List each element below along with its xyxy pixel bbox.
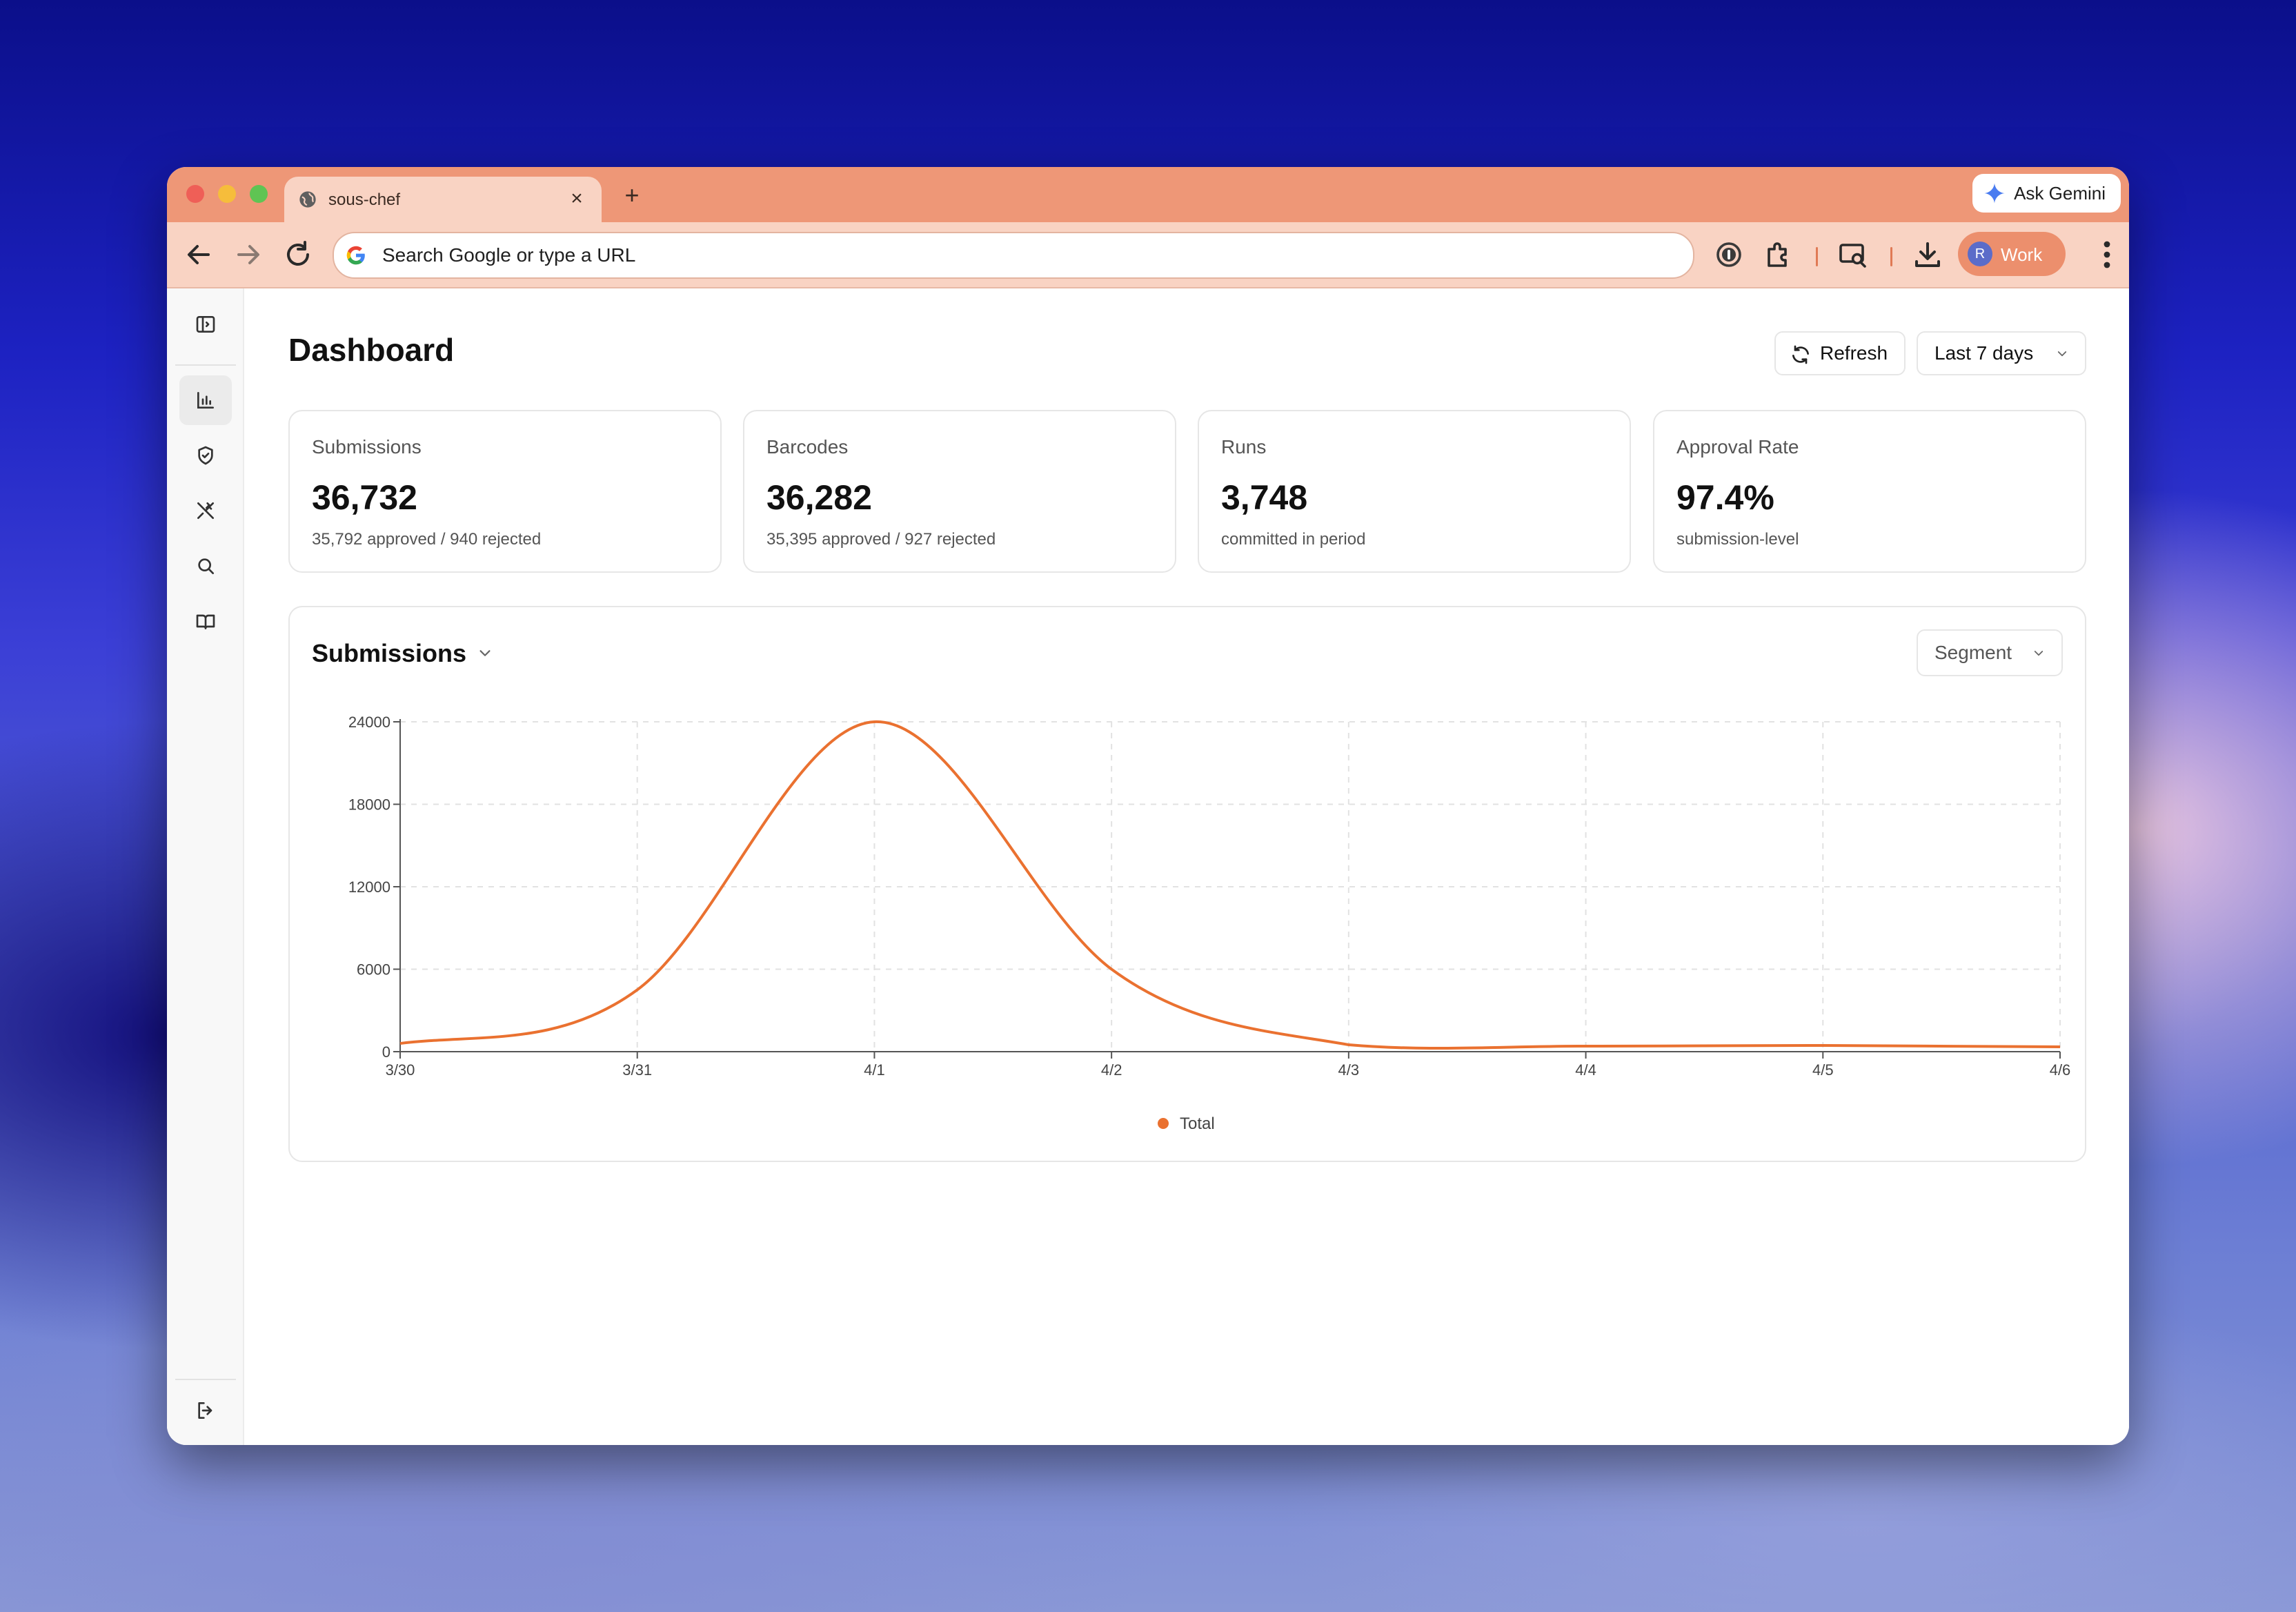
address-placeholder: Search Google or type a URL <box>382 244 636 266</box>
legend-marker <box>1158 1118 1169 1129</box>
stat-label: Runs <box>1221 436 1267 458</box>
stat-label: Submissions <box>312 436 422 458</box>
chart-title[interactable]: Submissions <box>312 639 467 667</box>
stat-label: Approval Rate <box>1676 436 1799 458</box>
segment-label: Segment <box>1934 642 2012 663</box>
submissions-chart-card: Submissions Segment 0 6000 12000 18000 24000… <box>288 606 2086 1162</box>
profile-name: Work <box>2001 244 2043 265</box>
tab-title: sous-chef <box>328 190 401 209</box>
chevron-down-icon <box>2057 351 2067 357</box>
stat-subtext: committed in period <box>1221 530 1366 549</box>
stat-value: 97.4% <box>1676 478 1774 517</box>
globe-icon <box>299 191 316 208</box>
y-tick-label: 6000 <box>357 961 390 979</box>
logout-icon <box>198 1402 212 1419</box>
stat-value: 3,748 <box>1221 478 1308 517</box>
sidebar-item-dashboard[interactable] <box>179 375 232 425</box>
forward-icon[interactable] <box>232 238 265 271</box>
shield-check-icon <box>198 446 213 465</box>
ask-gemini-label: Ask Gemini <box>2014 183 2106 204</box>
browser-toolbar: Search Google or type a URL R Work <box>167 222 2129 288</box>
refresh-label: Refresh <box>1820 342 1888 364</box>
refresh-button[interactable]: Refresh <box>1774 331 1906 375</box>
browser-window: sous-chef × + Ask Gemini <box>167 167 2129 1445</box>
download-icon[interactable] <box>1911 238 1944 271</box>
y-tick-label: 12000 <box>348 878 390 896</box>
y-tick-label: 24000 <box>348 714 390 731</box>
back-icon[interactable] <box>182 238 215 271</box>
sidebar-item-moderation[interactable] <box>179 431 232 480</box>
google-g-icon <box>346 246 365 265</box>
x-tick-label: 4/2 <box>1101 1061 1122 1079</box>
profile-chip[interactable]: R Work <box>1958 232 2066 276</box>
reload-icon[interactable] <box>281 238 315 271</box>
y-tick-label: 18000 <box>348 796 390 814</box>
sidebar-item-recipes[interactable] <box>179 486 232 535</box>
sidebar-toggle-button[interactable] <box>179 299 232 349</box>
chevron-down-icon[interactable] <box>476 646 494 661</box>
ask-gemini-button[interactable]: Ask Gemini <box>1972 174 2121 213</box>
main-content: Dashboard Refresh Last 7 days Submission… <box>243 288 2129 1445</box>
refresh-icon <box>1792 345 1809 364</box>
x-tick-label: 4/4 <box>1575 1061 1596 1079</box>
toolbar-divider <box>1890 247 1892 266</box>
close-tab-button[interactable]: × <box>571 187 583 210</box>
address-bar[interactable]: Search Google or type a URL <box>333 232 1694 279</box>
stat-card-submissions: Submissions 36,732 35,792 approved / 940… <box>288 410 722 573</box>
stat-label: Barcodes <box>766 436 849 458</box>
stat-value: 36,282 <box>766 478 872 517</box>
new-tab-button[interactable]: + <box>624 181 640 209</box>
sidebar-item-search[interactable] <box>179 541 232 591</box>
gemini-sparkle-icon <box>1984 183 2005 204</box>
stat-subtext: submission-level <box>1676 530 1799 549</box>
x-tick-label: 4/6 <box>2050 1061 2071 1079</box>
series-line-total <box>399 720 2061 1050</box>
stat-value: 36,732 <box>312 478 417 517</box>
segment-select[interactable]: Segment <box>1917 629 2063 676</box>
sidebar-toggle-icon <box>196 316 215 333</box>
utensils-crossed-icon <box>197 502 214 519</box>
app-content: Dashboard Refresh Last 7 days Submission… <box>167 288 2129 1445</box>
sidebar-divider <box>175 364 236 366</box>
logout-button[interactable] <box>179 1386 232 1435</box>
screen-search-icon[interactable] <box>1837 238 1870 271</box>
maximize-window-button[interactable] <box>250 185 268 203</box>
stat-card-barcodes: Barcodes 36,282 35,395 approved / 927 re… <box>743 410 1176 573</box>
x-tick-label: 4/1 <box>864 1061 885 1079</box>
extensions-icon[interactable] <box>1762 238 1795 271</box>
sidebar-item-docs[interactable] <box>179 596 232 646</box>
sidebar <box>167 288 244 1445</box>
book-open-icon <box>196 614 215 629</box>
more-menu-icon[interactable] <box>2096 237 2118 272</box>
close-window-button[interactable] <box>186 185 204 203</box>
date-range-select[interactable]: Last 7 days <box>1917 331 2086 375</box>
search-icon <box>198 558 214 574</box>
stat-subtext: 35,792 approved / 940 rejected <box>312 530 542 549</box>
stat-card-runs: Runs 3,748 committed in period <box>1198 410 1631 573</box>
x-tick-label: 4/5 <box>1812 1061 1834 1079</box>
tab-strip: sous-chef × + Ask Gemini <box>167 167 2129 222</box>
submissions-line-chart: 0 6000 12000 18000 24000 3/30 3/31 4/1 4/2 4/3 4/4… <box>348 714 2071 1133</box>
date-range-label: Last 7 days <box>1934 342 2034 364</box>
x-tick-label: 3/30 <box>386 1061 415 1079</box>
y-tick-label: 0 <box>382 1043 390 1061</box>
page-title: Dashboard <box>288 332 455 368</box>
browser-tab[interactable]: sous-chef × <box>284 177 602 222</box>
bar-chart-icon <box>197 392 214 409</box>
stat-card-approval-rate: Approval Rate 97.4% submission-level <box>1653 410 2086 573</box>
legend-label: Total <box>1180 1114 1215 1133</box>
x-tick-label: 3/31 <box>622 1061 652 1079</box>
minimize-window-button[interactable] <box>218 185 236 203</box>
toolbar-divider <box>1816 247 1818 266</box>
avatar: R <box>1968 242 1992 266</box>
stat-subtext: 35,395 approved / 927 rejected <box>766 530 996 549</box>
sidebar-divider <box>175 1379 236 1380</box>
x-tick-label: 4/3 <box>1338 1061 1360 1079</box>
password-manager-icon[interactable] <box>1712 238 1745 271</box>
chevron-down-icon <box>2034 651 2043 656</box>
